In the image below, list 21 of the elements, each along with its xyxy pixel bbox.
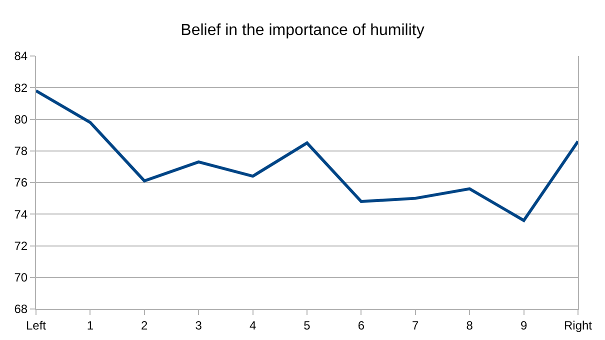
x-tick-label: 4 <box>249 318 256 332</box>
chart-title: Belief in the importance of humility <box>180 22 424 39</box>
y-tick-label: 72 <box>14 238 28 253</box>
y-tick-label: 78 <box>14 144 28 158</box>
y-tick-label: 74 <box>14 207 28 222</box>
x-tick-label: 7 <box>412 318 420 332</box>
y-tick-label: 84 <box>14 49 28 64</box>
x-tick-label: 8 <box>466 318 474 332</box>
x-tick-label: Left <box>26 318 47 332</box>
y-tick-label: 70 <box>14 270 28 285</box>
y-tick-label: 76 <box>14 176 28 190</box>
y-tick-label: 68 <box>14 302 28 316</box>
y-tick-label: 82 <box>14 80 28 95</box>
y-tick-label: 80 <box>14 112 28 126</box>
x-tick-label: 2 <box>141 318 148 332</box>
x-tick-label: Right <box>564 318 593 332</box>
x-tick-label: 3 <box>195 318 202 332</box>
x-tick-label: 9 <box>520 318 528 332</box>
x-tick-label: 1 <box>86 318 94 332</box>
x-tick-label: 5 <box>304 318 311 332</box>
x-tick-label: 6 <box>358 318 365 332</box>
